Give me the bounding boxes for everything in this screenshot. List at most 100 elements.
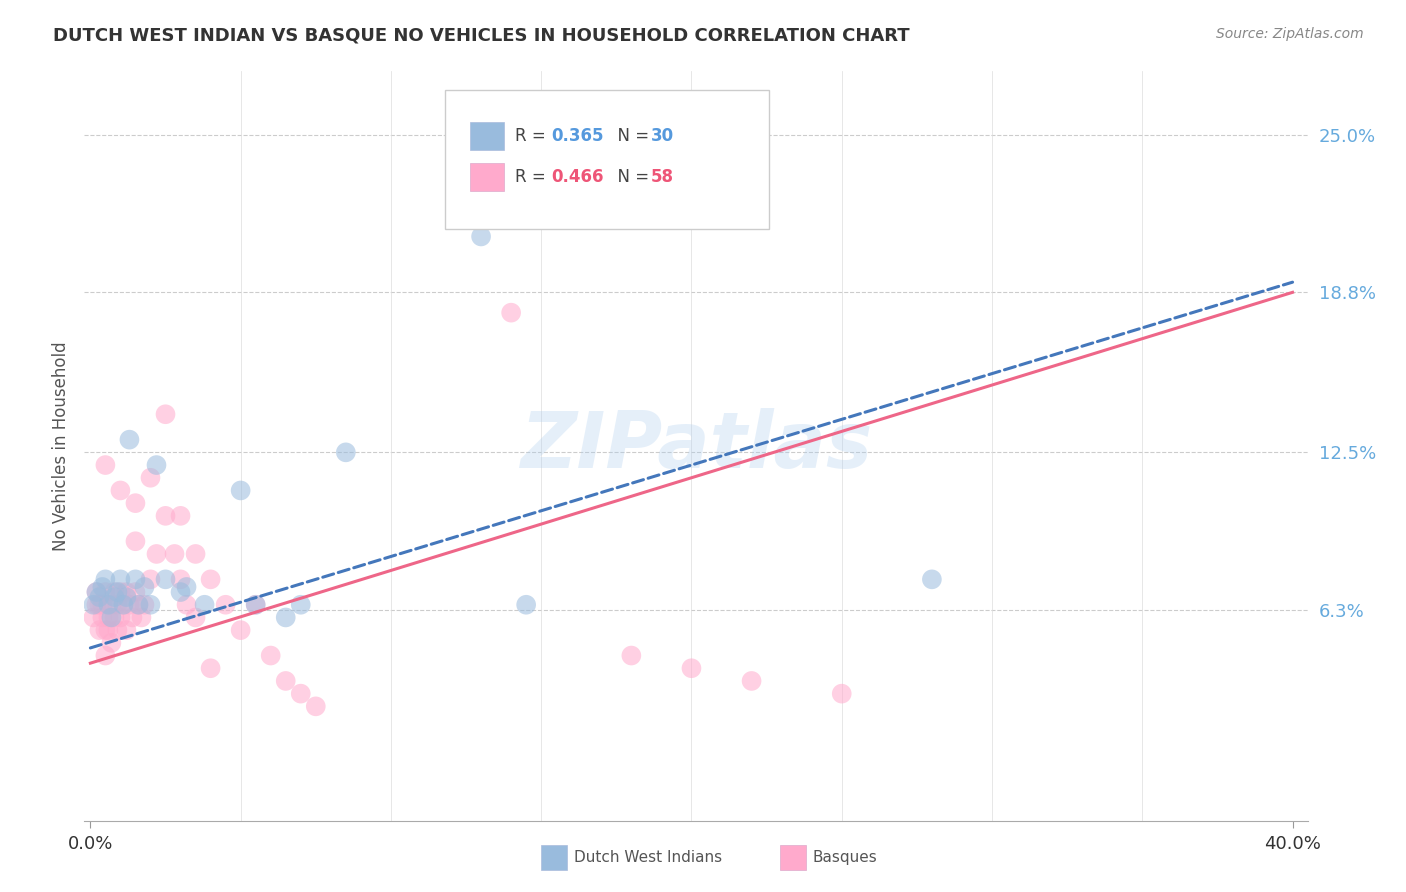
Point bbox=[200, 572, 222, 586]
Point bbox=[124, 585, 146, 599]
Point bbox=[89, 623, 111, 637]
Point bbox=[184, 547, 207, 561]
Text: Basques: Basques bbox=[813, 850, 877, 864]
Point bbox=[124, 534, 146, 549]
Text: N =: N = bbox=[606, 127, 654, 145]
Point bbox=[115, 623, 138, 637]
Point bbox=[82, 598, 104, 612]
Point bbox=[118, 433, 141, 447]
Point bbox=[831, 687, 853, 701]
Point bbox=[100, 598, 122, 612]
Point bbox=[163, 547, 186, 561]
Bar bbox=[470, 162, 503, 191]
Point bbox=[94, 648, 117, 663]
Point bbox=[290, 687, 312, 701]
Point bbox=[470, 229, 492, 244]
Point bbox=[121, 610, 143, 624]
Point bbox=[115, 585, 138, 599]
Point bbox=[155, 508, 177, 523]
Point bbox=[118, 598, 141, 612]
Point bbox=[620, 648, 643, 663]
Point bbox=[110, 585, 132, 599]
Point bbox=[97, 598, 120, 612]
Point bbox=[91, 580, 114, 594]
Point bbox=[82, 610, 104, 624]
Point bbox=[515, 598, 537, 612]
Point bbox=[107, 585, 129, 599]
Point bbox=[100, 610, 122, 624]
Point bbox=[501, 306, 523, 320]
Point bbox=[112, 598, 135, 612]
Point bbox=[145, 547, 167, 561]
FancyBboxPatch shape bbox=[446, 90, 769, 228]
Point bbox=[335, 445, 357, 459]
Text: DUTCH WEST INDIAN VS BASQUE NO VEHICLES IN HOUSEHOLD CORRELATION CHART: DUTCH WEST INDIAN VS BASQUE NO VEHICLES … bbox=[53, 27, 910, 45]
Text: 0.365: 0.365 bbox=[551, 127, 605, 145]
Point bbox=[107, 598, 129, 612]
Point bbox=[245, 598, 267, 612]
Point bbox=[91, 610, 114, 624]
Point bbox=[741, 673, 763, 688]
Point bbox=[229, 623, 252, 637]
Point bbox=[200, 661, 222, 675]
Point bbox=[107, 623, 129, 637]
Point bbox=[86, 585, 108, 599]
Point bbox=[194, 598, 217, 612]
Text: R =: R = bbox=[515, 127, 551, 145]
Point bbox=[260, 648, 283, 663]
Point bbox=[184, 610, 207, 624]
Y-axis label: No Vehicles in Household: No Vehicles in Household bbox=[52, 341, 70, 551]
Point bbox=[176, 598, 198, 612]
Point bbox=[103, 585, 125, 599]
Point bbox=[97, 610, 120, 624]
Bar bbox=[780, 845, 806, 870]
Bar bbox=[541, 845, 567, 870]
Point bbox=[127, 598, 149, 612]
Bar bbox=[470, 121, 503, 150]
Text: Source: ZipAtlas.com: Source: ZipAtlas.com bbox=[1216, 27, 1364, 41]
Point bbox=[97, 623, 120, 637]
Point bbox=[145, 458, 167, 472]
Point bbox=[274, 673, 297, 688]
Point bbox=[89, 590, 111, 604]
Text: Dutch West Indians: Dutch West Indians bbox=[574, 850, 721, 864]
Point bbox=[139, 598, 162, 612]
Text: 58: 58 bbox=[651, 168, 673, 186]
Point bbox=[110, 610, 132, 624]
Point bbox=[176, 580, 198, 594]
Point bbox=[89, 598, 111, 612]
Text: R =: R = bbox=[515, 168, 551, 186]
Point bbox=[94, 572, 117, 586]
Point bbox=[103, 610, 125, 624]
Point bbox=[110, 483, 132, 498]
Point bbox=[115, 590, 138, 604]
Point bbox=[214, 598, 236, 612]
Point bbox=[94, 623, 117, 637]
Point bbox=[110, 572, 132, 586]
Text: ZIPatlas: ZIPatlas bbox=[520, 408, 872, 484]
Point bbox=[305, 699, 328, 714]
Point bbox=[124, 496, 146, 510]
Point bbox=[921, 572, 943, 586]
Point bbox=[94, 585, 117, 599]
Text: N =: N = bbox=[606, 168, 654, 186]
Point bbox=[124, 572, 146, 586]
Point bbox=[245, 598, 267, 612]
Point bbox=[139, 471, 162, 485]
Point bbox=[169, 572, 191, 586]
Point bbox=[112, 598, 135, 612]
Text: 30: 30 bbox=[651, 127, 673, 145]
Text: 0.466: 0.466 bbox=[551, 168, 605, 186]
Point bbox=[290, 598, 312, 612]
Point bbox=[134, 580, 156, 594]
Point bbox=[127, 598, 149, 612]
Point bbox=[681, 661, 703, 675]
Point bbox=[86, 585, 108, 599]
Point bbox=[139, 572, 162, 586]
Point bbox=[131, 610, 153, 624]
Point bbox=[229, 483, 252, 498]
Point bbox=[155, 407, 177, 421]
Point bbox=[274, 610, 297, 624]
Point bbox=[94, 458, 117, 472]
Point bbox=[86, 598, 108, 612]
